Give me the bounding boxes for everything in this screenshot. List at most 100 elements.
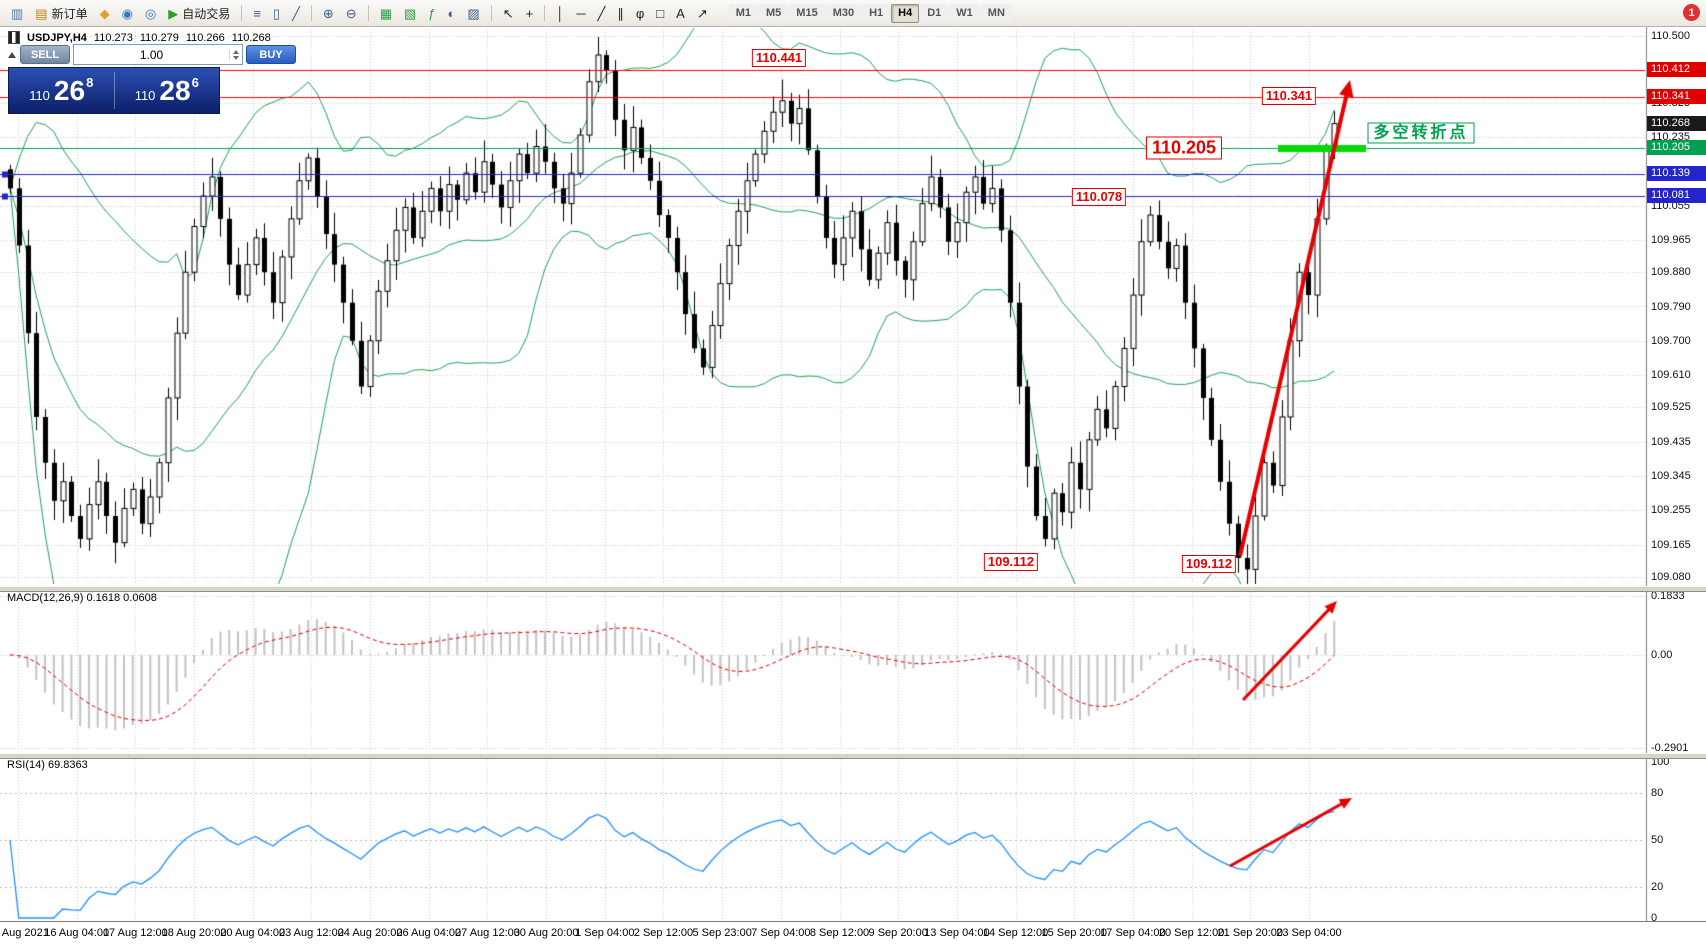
timeframe-h1[interactable]: H1 bbox=[862, 3, 891, 23]
rsi-axis-label: 100 bbox=[1651, 756, 1670, 768]
price-badge: 110.341 bbox=[1647, 88, 1706, 104]
indicators-icon[interactable]: ƒ bbox=[423, 3, 440, 23]
price-badge: 110.139 bbox=[1647, 165, 1706, 181]
crosshair-icon[interactable]: + bbox=[521, 3, 539, 23]
zoom-out-icon[interactable]: ⊖ bbox=[341, 3, 362, 23]
zoom-in-icon[interactable]: ⊕ bbox=[318, 3, 339, 23]
symbol-name: USDJPY,H4 bbox=[27, 31, 87, 44]
timeframe-m30[interactable]: M30 bbox=[825, 3, 862, 23]
sell-button[interactable]: SELL bbox=[20, 45, 70, 64]
tile-windows-icon[interactable]: ▦ bbox=[375, 3, 397, 23]
community-icon[interactable]: ◎ bbox=[140, 3, 161, 23]
volume-spinner bbox=[229, 49, 242, 60]
price-badge: 110.081 bbox=[1647, 187, 1706, 203]
line-chart-icon[interactable]: ╱ bbox=[287, 3, 305, 23]
sell-price-pips: 26 bbox=[53, 74, 86, 106]
periods-icon[interactable]: ◐ bbox=[443, 3, 461, 23]
rsi-label: RSI(14) 69.8363 bbox=[7, 759, 88, 771]
time-axis-label: 14 Sep 12:00 bbox=[982, 927, 1049, 939]
price-axis-label: 109.435 bbox=[1651, 435, 1691, 448]
timeframe-m1[interactable]: M1 bbox=[728, 3, 759, 23]
sell-price[interactable]: 110 26 8 bbox=[9, 68, 114, 113]
templates-icon: ▨ bbox=[467, 5, 480, 21]
chart-annotation[interactable]: 109.112 bbox=[983, 553, 1039, 571]
chart-annotation[interactable]: 多空转折点 bbox=[1367, 122, 1475, 144]
timeframe-d1[interactable]: D1 bbox=[920, 3, 949, 23]
timeframe-m15[interactable]: M15 bbox=[789, 3, 825, 23]
toolbar-separator bbox=[544, 5, 546, 21]
vertical-line-icon[interactable]: │ bbox=[551, 3, 569, 23]
macd-label: MACD(12,26,9) 0.1618 0.0608 bbox=[7, 592, 157, 604]
macd-axis-label: 0.1833 bbox=[1651, 590, 1685, 602]
trendline-icon[interactable]: ╱ bbox=[593, 3, 611, 23]
rsi-axis-label: 0 bbox=[1651, 912, 1658, 924]
panel-separator[interactable] bbox=[0, 586, 1706, 592]
chart-annotation[interactable]: 109.112 bbox=[1181, 555, 1237, 573]
one-click-trading-panel: SELL BUY 110 26 8 110 28 6 bbox=[8, 44, 296, 114]
shapes-icon[interactable]: □ bbox=[651, 3, 669, 23]
horizontal-line-icon[interactable]: ─ bbox=[571, 3, 590, 23]
time-axis-label: 26 Aug 04:00 bbox=[396, 927, 462, 939]
cursor-icon: ↖ bbox=[502, 5, 514, 21]
timeframe-h4[interactable]: H4 bbox=[891, 3, 920, 23]
price-axis-label: 110.500 bbox=[1651, 30, 1690, 42]
time-axis-label: 21 Sep 20:00 bbox=[1217, 927, 1283, 939]
timeframe-w1[interactable]: W1 bbox=[949, 3, 980, 23]
volume-down-icon[interactable] bbox=[233, 55, 239, 60]
line-chart-icon: ╱ bbox=[292, 5, 300, 21]
price-axis-label: 109.080 bbox=[1651, 571, 1691, 583]
price-axis-label: 109.525 bbox=[1651, 401, 1691, 414]
price-badge: 110.412 bbox=[1647, 61, 1706, 77]
autotrading-button[interactable]: ▶ 自动交易 bbox=[163, 3, 235, 23]
price-badge: 110.205 bbox=[1647, 140, 1706, 156]
arrows-icon: ↗ bbox=[696, 5, 708, 21]
time-axis-label: 17 Sep 04:00 bbox=[1100, 927, 1166, 939]
community-icon: ◎ bbox=[144, 5, 157, 21]
channel-icon[interactable]: ∥ bbox=[612, 3, 629, 23]
toolbar-separator bbox=[490, 5, 492, 21]
volume-up-icon[interactable] bbox=[233, 49, 239, 54]
time-axis-label: 23 Aug 12:00 bbox=[278, 927, 344, 939]
timeframe-m5[interactable]: M5 bbox=[759, 3, 789, 23]
panel-separator[interactable] bbox=[0, 753, 1706, 759]
volume-input[interactable] bbox=[74, 47, 229, 62]
arrows-icon[interactable]: ↗ bbox=[692, 3, 713, 23]
bar-chart-icon: ≡ bbox=[253, 5, 261, 21]
terminal-icon[interactable]: ▥ bbox=[6, 3, 28, 23]
time-axis-label: 5 Sep 23:00 bbox=[692, 927, 752, 939]
templates-icon[interactable]: ▨ bbox=[462, 3, 484, 23]
chart-annotation[interactable]: 110.078 bbox=[1071, 188, 1127, 206]
toolbar-separator bbox=[310, 5, 312, 21]
time-axis-label: 20 Sep 12:00 bbox=[1158, 927, 1225, 939]
notification-badge[interactable]: 1 bbox=[1683, 4, 1700, 21]
time-axis-label: 15 Sep 20:00 bbox=[1041, 927, 1107, 939]
new-order-button[interactable]: ▤ 新订单 bbox=[30, 3, 92, 23]
signals-icon[interactable]: ◉ bbox=[117, 3, 138, 23]
chart-annotation[interactable]: 110.441 bbox=[751, 49, 807, 67]
candlestick-chart-icon[interactable]: ▯ bbox=[268, 3, 285, 23]
bar-chart-icon[interactable]: ≡ bbox=[248, 3, 266, 23]
buy-price[interactable]: 110 28 6 bbox=[115, 68, 220, 113]
toolbar: ▥ ▤ 新订单 ◆ ◉ ◎ ▶ 自动交易 ≡ ▯ ╱ ⊕ ⊖ ▦ ▧ ƒ ◐ ▨ ↖ + │ ─ ╱ ∥ φ □ A ↗ M1 M5 M1… bbox=[0, 0, 1706, 27]
buy-button[interactable]: BUY bbox=[246, 45, 296, 64]
zoom-in-icon: ⊕ bbox=[322, 5, 334, 21]
mql5-market-icon[interactable]: ◆ bbox=[95, 3, 115, 23]
new-chart-icon[interactable]: ▧ bbox=[399, 3, 421, 23]
time-axis-label: 1 Sep 04:00 bbox=[575, 927, 635, 939]
fibonacci-icon[interactable]: φ bbox=[631, 3, 649, 23]
candlestick-chart-icon: ▯ bbox=[272, 5, 281, 21]
time-axis-label: 7 Sep 04:00 bbox=[751, 927, 811, 939]
cursor-icon[interactable]: ↖ bbox=[498, 3, 519, 23]
time-axis-label: 9 Sep 20:00 bbox=[868, 927, 928, 939]
timeframe-mn[interactable]: MN bbox=[980, 3, 1012, 23]
horizontal-line-icon: ─ bbox=[576, 5, 586, 21]
chart-annotation[interactable]: 110.205 bbox=[1145, 136, 1223, 160]
ohlc-close: 110.268 bbox=[231, 31, 271, 44]
chart-annotation[interactable]: 110.341 bbox=[1261, 87, 1317, 105]
collapse-arrow-icon[interactable] bbox=[8, 51, 16, 58]
text-icon[interactable]: A bbox=[671, 3, 690, 23]
price-axis-label: 109.255 bbox=[1651, 504, 1691, 517]
price-axis-label: 109.345 bbox=[1651, 470, 1691, 483]
